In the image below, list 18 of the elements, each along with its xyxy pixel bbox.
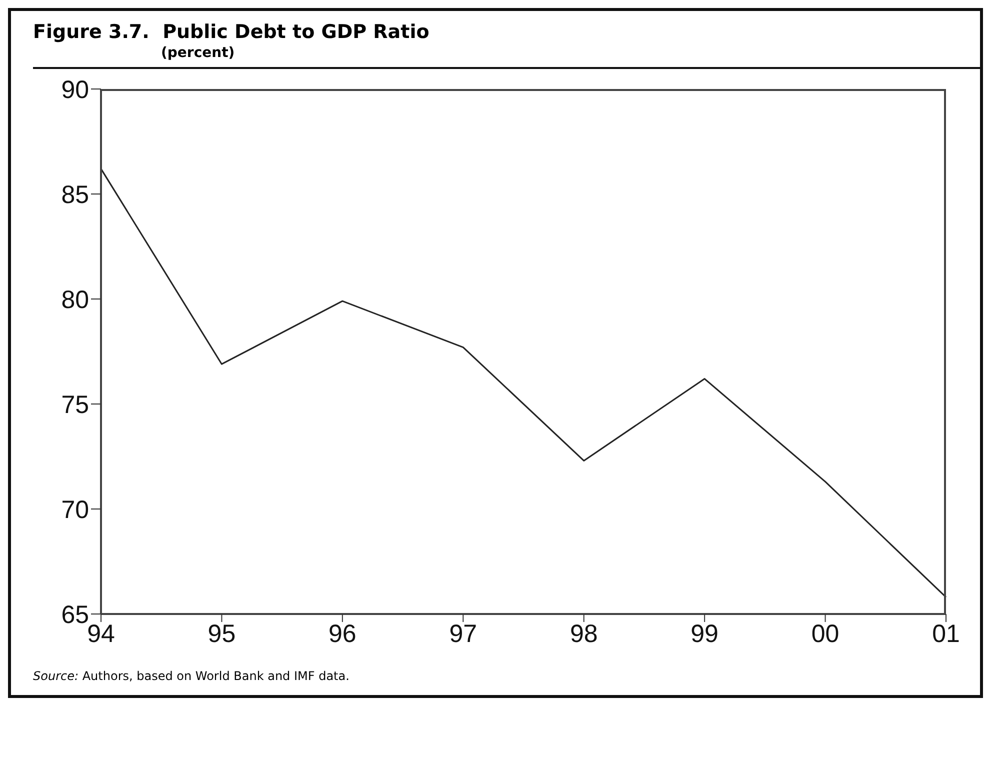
y-tick-label: 85: [61, 180, 89, 209]
x-tick-label: 99: [690, 620, 718, 648]
x-tick-label: 96: [328, 620, 356, 648]
x-tick-label: 00: [811, 620, 840, 648]
x-tick-label: 94: [87, 620, 115, 648]
x-tick-label: 95: [208, 620, 236, 648]
y-tick-label: 65: [61, 600, 89, 629]
y-tick-label: 75: [61, 390, 89, 419]
line-series: [100, 168, 947, 598]
source-note: Source: Authors, based on World Bank and IMF data.: [33, 669, 350, 683]
y-tick-label: 90: [61, 76, 89, 104]
chart-title: Figure 3.7. Public Debt to GDP Ratio: [33, 21, 430, 43]
x-tick-label: 97: [449, 620, 478, 648]
y-tick-label: 70: [61, 496, 89, 524]
y-tick-label: 80: [61, 286, 89, 314]
x-tick-label: 01: [932, 620, 960, 648]
chart-subtitle: (percent): [161, 45, 236, 61]
x-tick-label: 98: [570, 620, 598, 648]
